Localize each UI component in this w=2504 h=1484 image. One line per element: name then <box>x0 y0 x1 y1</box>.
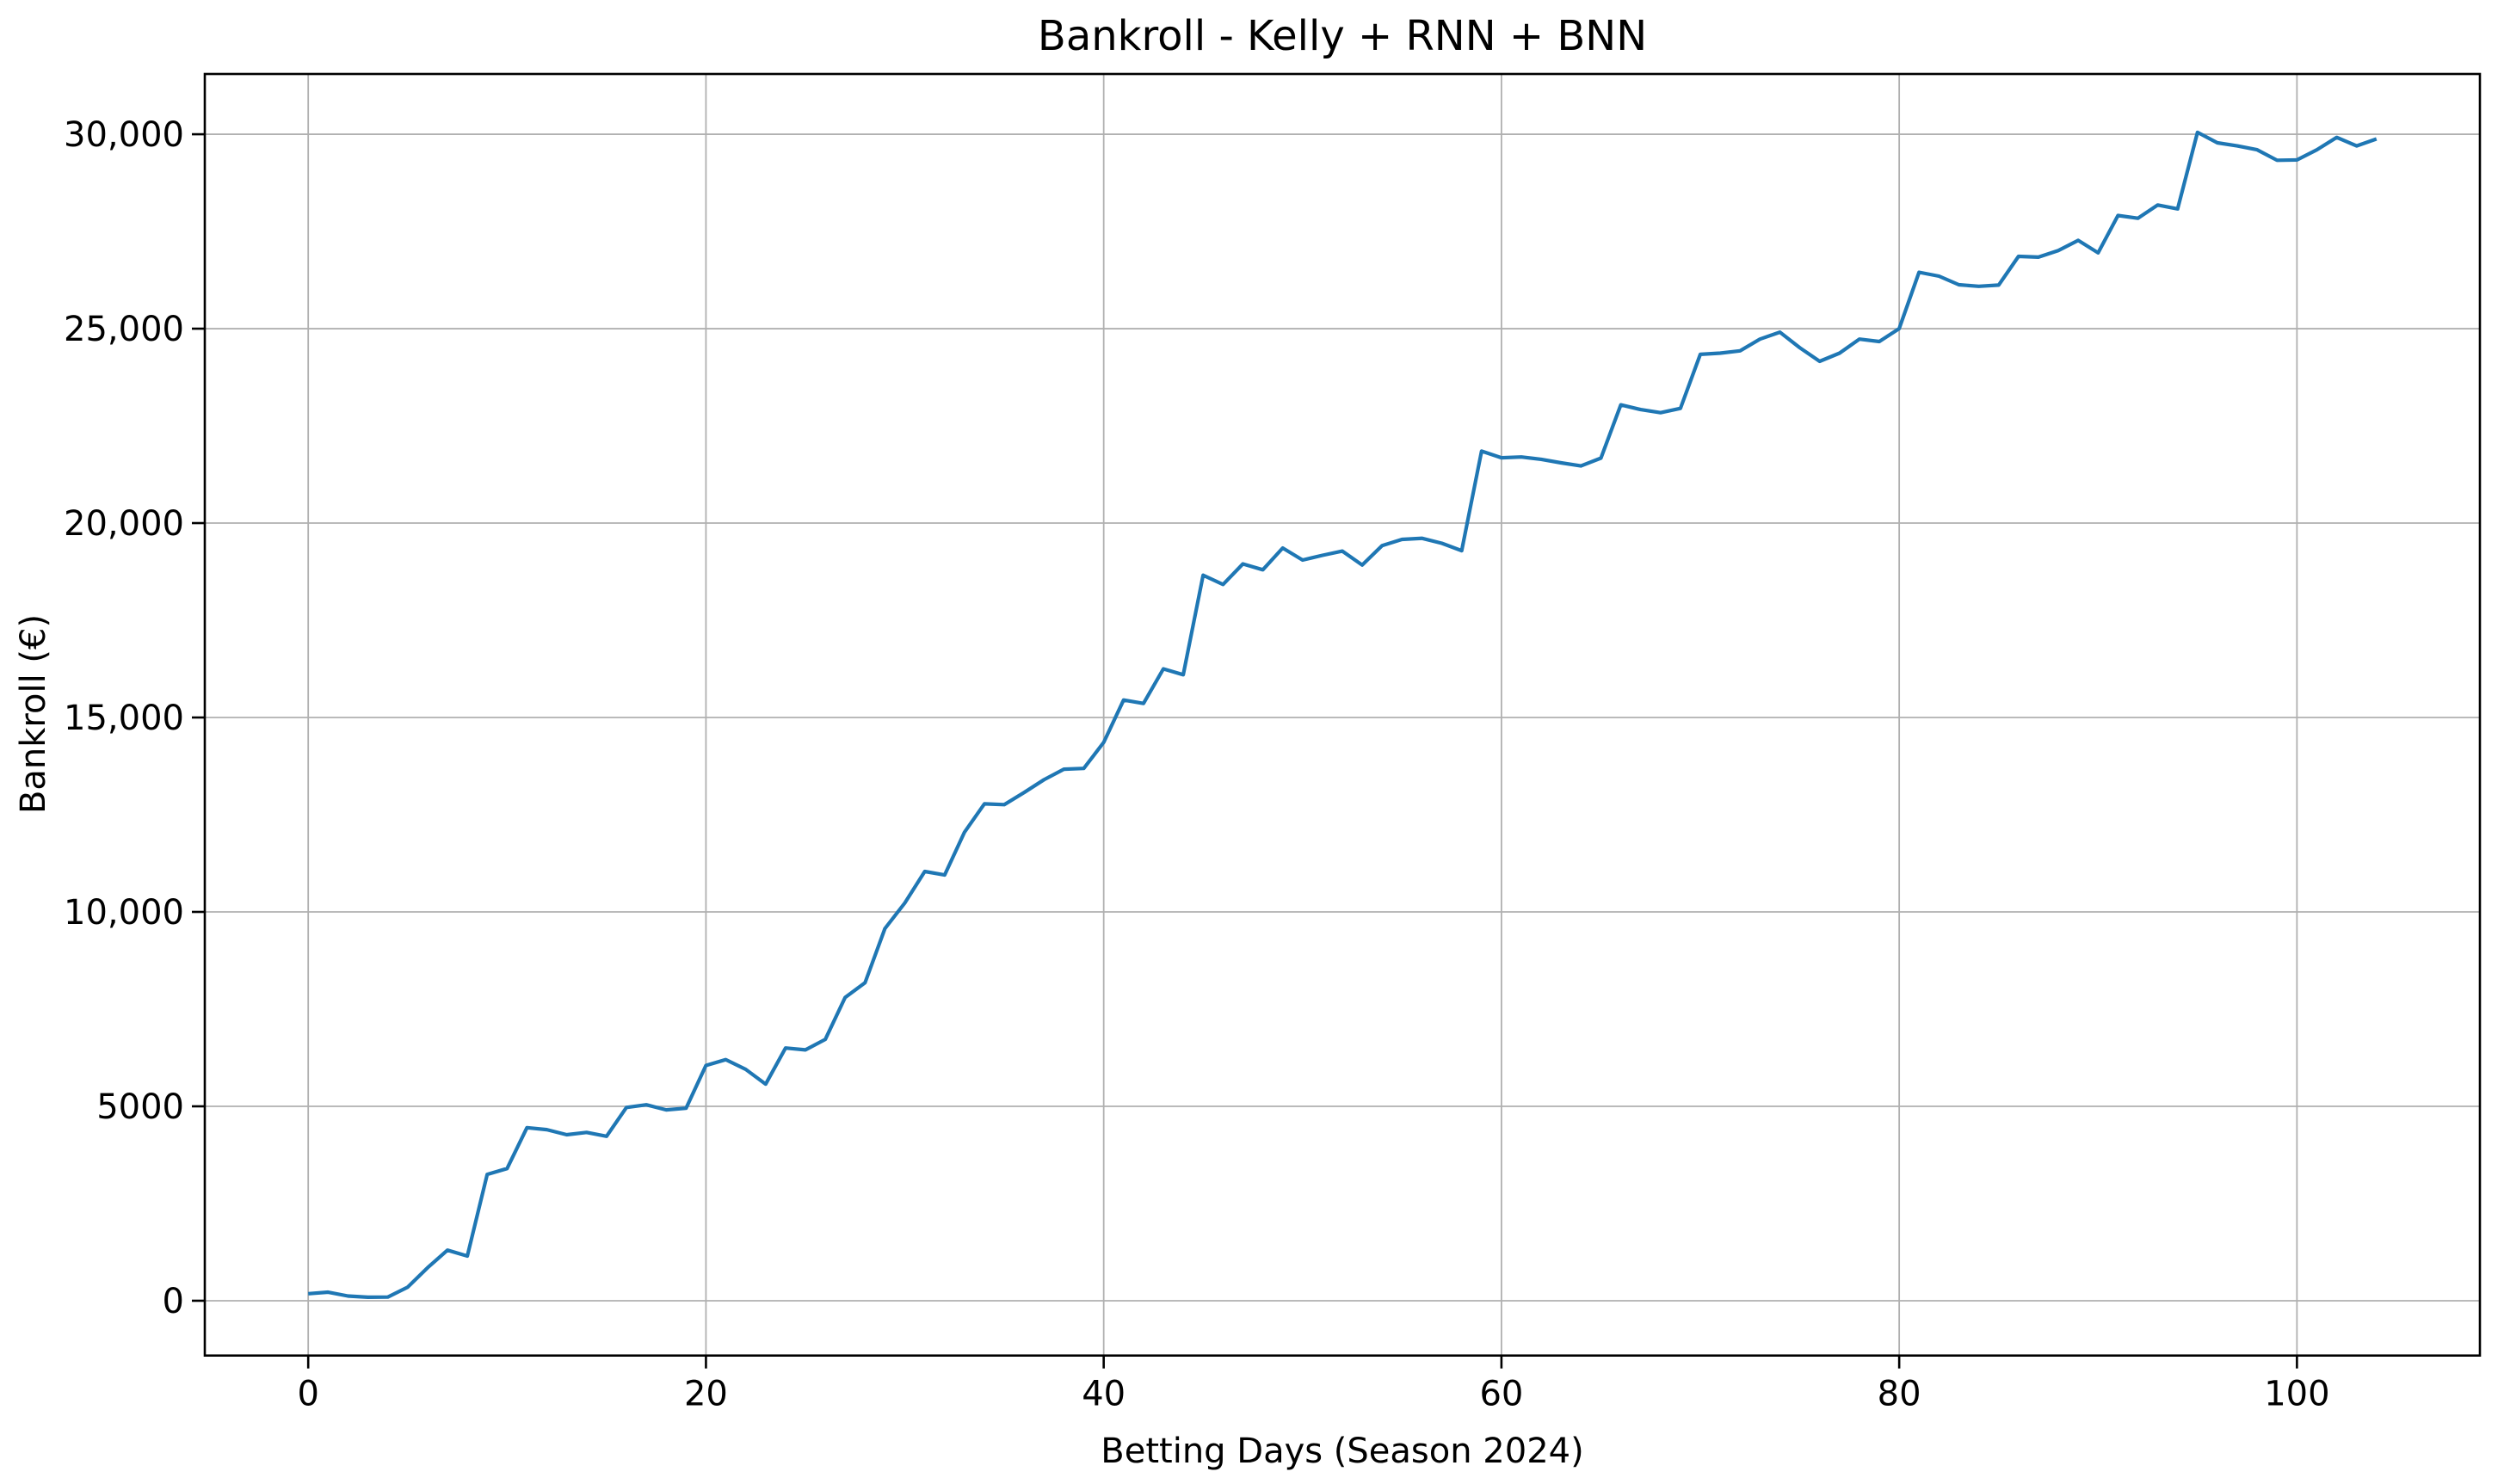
x-tick-label: 20 <box>684 1375 728 1414</box>
x-tick-label: 80 <box>1878 1375 1921 1414</box>
axis-tick-marks <box>192 132 2298 1369</box>
y-tick-label: 5000 <box>96 1087 184 1127</box>
plot-border <box>203 72 2482 1357</box>
chart-title: Bankroll - Kelly + RNN + BNN <box>1038 12 1647 60</box>
y-tick-label: 10,000 <box>64 893 184 933</box>
y-tick-label: 25,000 <box>64 310 184 349</box>
x-tick-label: 40 <box>1082 1375 1126 1414</box>
y-axis-label: Bankroll (€) <box>14 614 53 814</box>
x-tick-label: 100 <box>2264 1375 2329 1414</box>
x-tick-label: 60 <box>1479 1375 1523 1414</box>
y-tick-label: 15,000 <box>64 699 184 738</box>
y-tick-label: 20,000 <box>64 504 184 544</box>
x-tick-labels: 0 20 40 60 80 100 <box>297 1375 2329 1414</box>
y-tick-label: 0 <box>163 1282 184 1321</box>
bankroll-line <box>308 130 2378 1300</box>
bankroll-series-line <box>308 130 2378 1300</box>
x-tick-label: 0 <box>297 1375 318 1414</box>
y-tick-labels: 0 5000 10,000 15,000 20,000 25,000 30,000 <box>64 115 184 1321</box>
gridlines <box>205 74 2480 1356</box>
y-tick-label: 30,000 <box>64 115 184 155</box>
x-axis-label: Betting Days (Season 2024) <box>1101 1432 1583 1471</box>
